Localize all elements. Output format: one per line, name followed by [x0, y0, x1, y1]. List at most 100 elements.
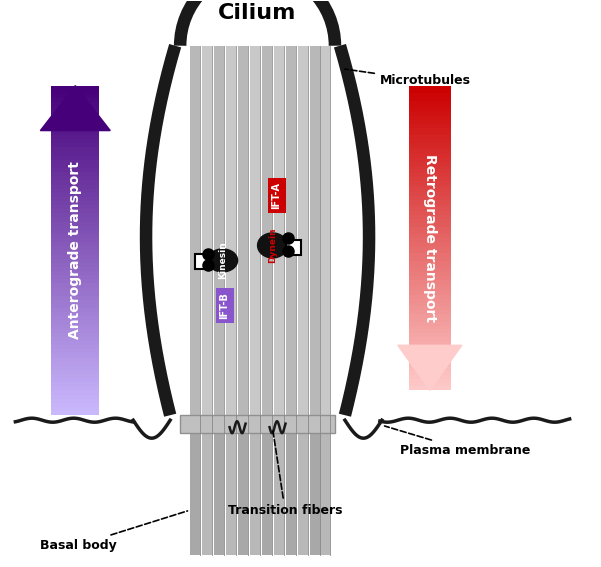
Bar: [51, 230, 99, 234]
Bar: [51, 139, 99, 143]
Bar: [51, 180, 99, 184]
Bar: [409, 219, 451, 223]
Bar: [409, 170, 451, 173]
Bar: [409, 287, 451, 291]
Bar: [51, 399, 99, 403]
Bar: [51, 353, 99, 358]
Bar: [51, 280, 99, 284]
Bar: [409, 116, 451, 120]
Bar: [409, 345, 451, 348]
Bar: [202, 46, 212, 415]
Bar: [51, 127, 99, 131]
Bar: [409, 387, 451, 390]
Ellipse shape: [258, 233, 287, 258]
Bar: [409, 379, 451, 383]
Bar: [51, 98, 99, 102]
Bar: [262, 415, 272, 555]
Bar: [409, 93, 451, 97]
Bar: [51, 209, 99, 213]
Bar: [267, 178, 285, 213]
Bar: [409, 139, 451, 143]
Bar: [51, 362, 99, 366]
Bar: [409, 242, 451, 246]
Bar: [238, 46, 248, 415]
Bar: [51, 168, 99, 172]
Bar: [51, 106, 99, 111]
Polygon shape: [40, 86, 110, 130]
Bar: [274, 415, 284, 555]
Bar: [51, 213, 99, 218]
Bar: [262, 46, 272, 415]
Bar: [51, 267, 99, 271]
Bar: [409, 367, 451, 371]
Bar: [409, 188, 451, 192]
Bar: [51, 172, 99, 176]
Bar: [298, 415, 308, 555]
Bar: [51, 358, 99, 362]
Bar: [190, 415, 200, 555]
Bar: [409, 363, 451, 367]
Bar: [409, 257, 451, 261]
Bar: [51, 296, 99, 300]
Bar: [298, 46, 308, 415]
Bar: [409, 329, 451, 333]
Bar: [51, 246, 99, 251]
Bar: [409, 215, 451, 219]
Text: Cilium: Cilium: [218, 3, 297, 23]
Bar: [51, 271, 99, 275]
Text: Dynein: Dynein: [268, 227, 277, 263]
Bar: [409, 204, 451, 208]
Bar: [51, 407, 99, 411]
Bar: [51, 86, 99, 90]
Bar: [51, 151, 99, 156]
Bar: [409, 181, 451, 185]
Bar: [51, 287, 99, 291]
Bar: [409, 86, 451, 90]
Bar: [51, 263, 99, 267]
Bar: [51, 255, 99, 259]
Bar: [409, 90, 451, 93]
Bar: [51, 111, 99, 115]
Bar: [51, 160, 99, 164]
Text: Retrograde transport: Retrograde transport: [423, 154, 437, 322]
Bar: [51, 119, 99, 122]
Bar: [409, 150, 451, 154]
Text: IFT-B: IFT-B: [219, 292, 230, 319]
Bar: [51, 115, 99, 119]
Bar: [409, 272, 451, 276]
Bar: [409, 128, 451, 132]
Bar: [51, 251, 99, 255]
Bar: [214, 415, 224, 555]
Bar: [51, 349, 99, 353]
Bar: [51, 131, 99, 135]
Bar: [409, 132, 451, 135]
Bar: [409, 291, 451, 295]
Bar: [409, 375, 451, 379]
Bar: [51, 411, 99, 415]
Bar: [409, 227, 451, 230]
Bar: [51, 193, 99, 197]
Bar: [409, 230, 451, 234]
Bar: [409, 211, 451, 215]
Bar: [409, 383, 451, 387]
Bar: [409, 124, 451, 128]
Bar: [51, 197, 99, 201]
Bar: [310, 46, 320, 415]
Bar: [409, 196, 451, 200]
Bar: [286, 46, 296, 415]
Polygon shape: [398, 345, 462, 390]
Text: Plasma membrane: Plasma membrane: [385, 426, 530, 456]
Bar: [409, 371, 451, 375]
Bar: [51, 90, 99, 94]
Bar: [409, 325, 451, 329]
Text: Microtubules: Microtubules: [345, 69, 471, 87]
Bar: [409, 143, 451, 146]
Bar: [51, 102, 99, 106]
Bar: [409, 318, 451, 321]
Bar: [51, 205, 99, 209]
Bar: [409, 238, 451, 242]
Bar: [51, 156, 99, 160]
Bar: [51, 366, 99, 370]
Bar: [51, 259, 99, 263]
Bar: [409, 303, 451, 307]
